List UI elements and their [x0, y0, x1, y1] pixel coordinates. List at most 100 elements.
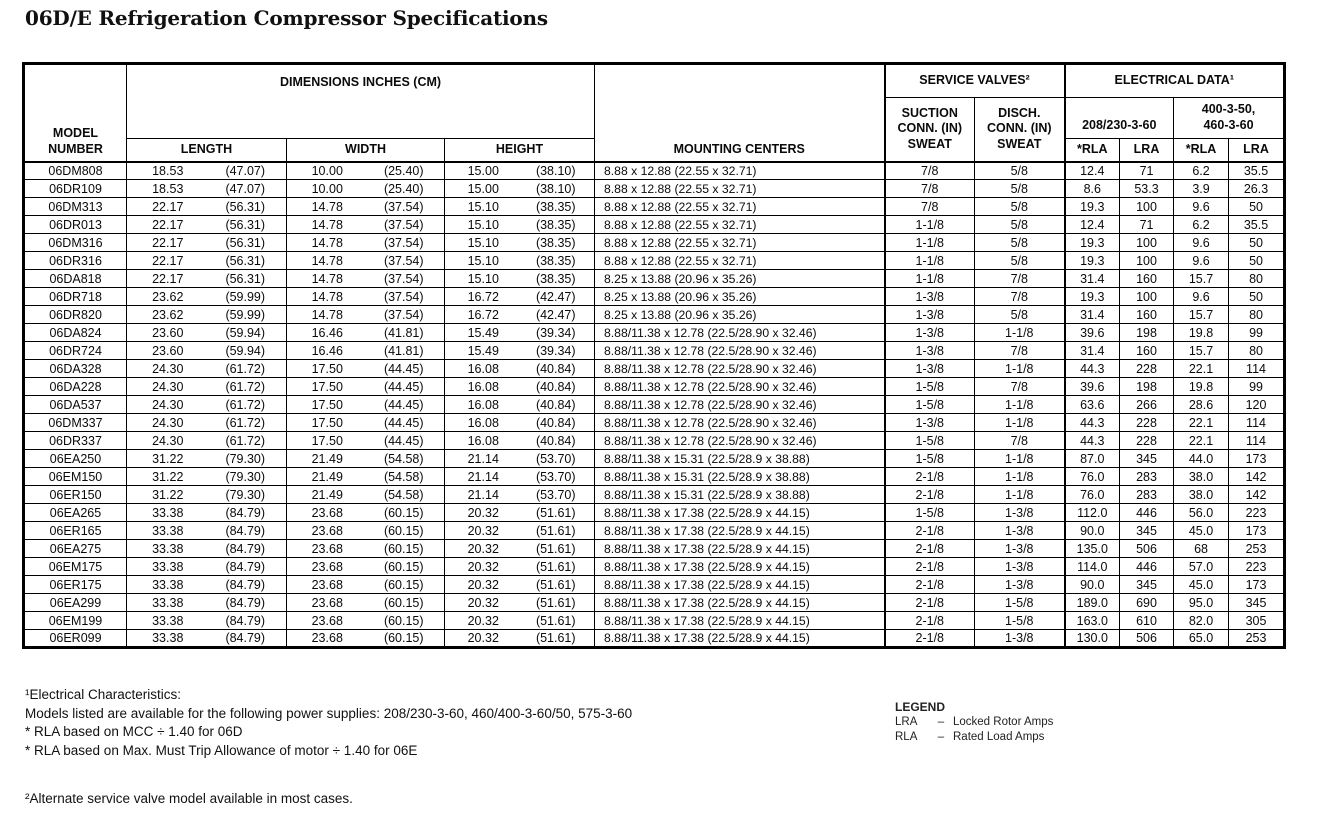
width-cell: 14.78 (37.54) [286, 305, 445, 324]
footnotes: ¹Electrical Characteristics: Models list… [25, 686, 632, 760]
length-cell: 33.38 (84.79) [126, 629, 287, 648]
width-cell: 23.68 (60.15) [286, 611, 445, 630]
width-cell: 17.50 (44.45) [286, 431, 445, 450]
table-row: 06ER165 33.38 (84.79) 23.68 (60.15) 20.32 (51.… [23, 521, 1286, 540]
footnote-rla-06e: * RLA based on Max. Must Trip Allowance … [25, 742, 418, 758]
rla-208-cell: 90.0 [1063, 521, 1121, 540]
rla-208-cell: 39.6 [1063, 377, 1121, 396]
model-cell: 06EA275 [23, 539, 127, 558]
model-cell: 06DA328 [23, 359, 127, 378]
lra-208-cell: 446 [1119, 503, 1175, 522]
rla-208-cell: 31.4 [1063, 341, 1121, 360]
lra-460-cell: 50 [1228, 251, 1286, 270]
length-cell: 33.38 (84.79) [126, 521, 287, 540]
model-cell: 06DA537 [23, 395, 127, 414]
height-cell: 20.32 (51.61) [444, 557, 595, 576]
model-cell: 06DM313 [23, 197, 127, 216]
model-cell: 06DR109 [23, 179, 127, 198]
suction-cell: 1-3/8 [883, 287, 975, 306]
rla-208-cell: 19.3 [1063, 197, 1121, 216]
table-row: 06DA537 24.30 (61.72) 17.50 (44.45) 16.08 (40.… [23, 395, 1286, 414]
table-row: 06DM808 18.53 (47.07) 10.00 (25.40) 15.00 (38.… [23, 160, 1286, 180]
rla-460-cell: 68 [1173, 539, 1230, 558]
height-cell: 16.08 (40.84) [444, 377, 595, 396]
lra-460-cell: 142 [1228, 485, 1286, 504]
rla-460-cell: 22.1 [1173, 413, 1230, 432]
header-lra-460: LRA [1228, 138, 1286, 162]
suction-cell: 7/8 [883, 179, 975, 198]
header-power-208-230: 208/230-3-60 [1063, 97, 1175, 139]
discharge-cell: 1-1/8 [973, 395, 1066, 414]
height-cell: 16.08 (40.84) [444, 413, 595, 432]
lra-460-cell: 114 [1228, 431, 1286, 450]
width-cell: 23.68 (60.15) [286, 557, 445, 576]
width-cell: 21.49 (54.58) [286, 449, 445, 468]
suction-cell: 7/8 [883, 160, 975, 180]
mounting-cell: 8.88/11.38 x 12.78 (22.5/28.90 x 32.46) [594, 413, 885, 432]
suction-cell: 1-5/8 [883, 449, 975, 468]
table-row: 06DR316 22.17 (56.31) 14.78 (37.54) 15.10 (38.… [23, 251, 1286, 270]
width-cell: 23.68 (60.15) [286, 539, 445, 558]
rla-460-cell: 65.0 [1173, 629, 1230, 648]
footnote-electrical-title: ¹Electrical Characteristics: [25, 687, 182, 702]
legend-dash: – [937, 716, 945, 728]
legend-definition: Locked Rotor Amps [953, 716, 1054, 728]
rla-208-cell: 63.6 [1063, 395, 1121, 414]
lra-460-cell: 253 [1228, 629, 1286, 648]
discharge-cell: 7/8 [973, 287, 1066, 306]
lra-208-cell: 283 [1119, 467, 1175, 486]
height-cell: 16.08 (40.84) [444, 359, 595, 378]
length-cell: 24.30 (61.72) [126, 395, 287, 414]
page-title: 06D/E Refrigeration Compressor Specifica… [25, 6, 548, 30]
mounting-cell: 8.88/11.38 x 12.78 (22.5/28.90 x 32.46) [594, 431, 885, 450]
height-cell: 15.49 (39.34) [444, 323, 595, 342]
rla-460-cell: 6.2 [1173, 160, 1230, 180]
lra-460-cell: 142 [1228, 467, 1286, 486]
rla-208-cell: 163.0 [1063, 611, 1121, 630]
model-cell: 06EA265 [23, 503, 127, 522]
lra-208-cell: 160 [1119, 269, 1175, 288]
mounting-cell: 8.88/11.38 x 17.38 (22.5/28.9 x 44.15) [594, 503, 885, 522]
rla-460-cell: 9.6 [1173, 251, 1230, 270]
lra-460-cell: 253 [1228, 539, 1286, 558]
width-cell: 10.00 (25.40) [286, 160, 445, 180]
lra-208-cell: 100 [1119, 251, 1175, 270]
model-cell: 06DM808 [23, 160, 127, 180]
lra-460-cell: 26.3 [1228, 179, 1286, 198]
discharge-cell: 1-5/8 [973, 611, 1066, 630]
model-cell: 06EM175 [23, 557, 127, 576]
lra-208-cell: 610 [1119, 611, 1175, 630]
rla-460-cell: 6.2 [1173, 215, 1230, 234]
width-cell: 17.50 (44.45) [286, 413, 445, 432]
lra-208-cell: 53.3 [1119, 179, 1175, 198]
mounting-cell: 8.88/11.38 x 17.38 (22.5/28.9 x 44.15) [594, 611, 885, 630]
length-cell: 33.38 (84.79) [126, 557, 287, 576]
rla-460-cell: 95.0 [1173, 593, 1230, 612]
height-cell: 20.32 (51.61) [444, 521, 595, 540]
suction-cell: 1-3/8 [883, 341, 975, 360]
table-row: 06EA275 33.38 (84.79) 23.68 (60.15) 20.32 (51.… [23, 539, 1286, 558]
header-height: HEIGHT [444, 138, 595, 162]
height-cell: 16.08 (40.84) [444, 431, 595, 450]
table-row: 06EA250 31.22 (79.30) 21.49 (54.58) 21.14 (53.… [23, 449, 1286, 468]
model-cell: 06ER175 [23, 575, 127, 594]
rla-208-cell: 130.0 [1063, 629, 1121, 648]
length-cell: 24.30 (61.72) [126, 359, 287, 378]
height-cell: 21.14 (53.70) [444, 449, 595, 468]
length-cell: 31.22 (79.30) [126, 485, 287, 504]
lra-460-cell: 99 [1228, 323, 1286, 342]
lra-460-cell: 50 [1228, 287, 1286, 306]
length-cell: 24.30 (61.72) [126, 377, 287, 396]
legend-title: LEGEND [895, 700, 946, 714]
rla-208-cell: 76.0 [1063, 467, 1121, 486]
table-row: 06ER099 33.38 (84.79) 23.68 (60.15) 20.32 (51.… [23, 629, 1286, 648]
width-cell: 17.50 (44.45) [286, 377, 445, 396]
discharge-cell: 1-5/8 [973, 593, 1066, 612]
lra-208-cell: 228 [1119, 413, 1175, 432]
model-cell: 06DM316 [23, 233, 127, 252]
header-suction-conn: SUCTION CONN. (IN) SWEAT [883, 97, 975, 162]
mounting-cell: 8.88/11.38 x 17.38 (22.5/28.9 x 44.15) [594, 521, 885, 540]
height-cell: 16.08 (40.84) [444, 395, 595, 414]
length-cell: 23.60 (59.94) [126, 341, 287, 360]
suction-cell: 2-1/8 [883, 629, 975, 648]
